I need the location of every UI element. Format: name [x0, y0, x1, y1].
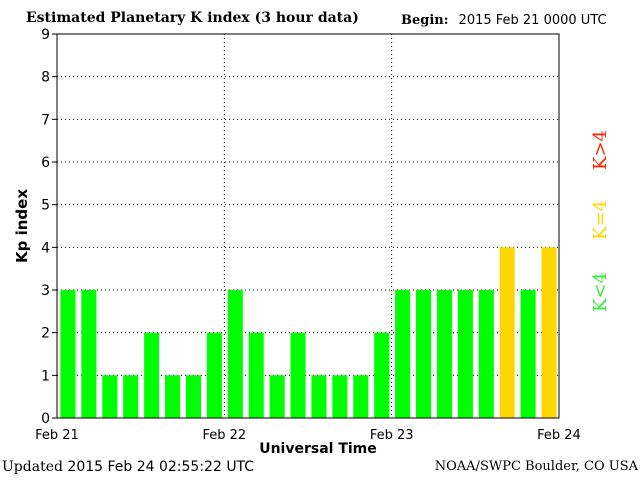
updated-label: Updated: [2, 459, 63, 475]
kp-bar: [520, 290, 536, 418]
kp-bar: [353, 375, 369, 418]
kp-bar: [165, 375, 181, 418]
kp-bar: [206, 332, 222, 418]
kp-bar: [123, 375, 139, 418]
kp-bar: [60, 290, 76, 418]
y-tick-label: 6: [41, 155, 50, 171]
kp-bar: [81, 290, 97, 418]
source-credit: NOAA/SWPC Boulder, CO USA: [434, 459, 638, 474]
begin-label: Begin:: [401, 13, 449, 28]
y-tick-label: 3: [41, 283, 50, 299]
x-tick-label: Feb 24: [537, 428, 581, 443]
kp-bar: [541, 247, 557, 418]
kp-bar: [311, 375, 327, 418]
y-tick-label: 0: [41, 411, 50, 427]
plot-frame: [56, 33, 560, 419]
y-tick-label: 7: [41, 112, 50, 128]
kp-bar: [478, 290, 494, 418]
kp-bar: [290, 332, 306, 418]
legend-k-equal-4: K=4: [590, 200, 611, 240]
kp-bar: [248, 332, 264, 418]
kp-bar: [395, 290, 411, 418]
kp-bar: [499, 247, 515, 418]
y-tick-label: 9: [41, 27, 50, 43]
updated-value: 2015 Feb 24 02:55:22 UTC: [67, 459, 255, 475]
y-tick-label: 8: [41, 70, 50, 86]
kp-bar: [144, 332, 160, 418]
kp-bar: [102, 375, 118, 418]
x-tick-label: Feb 22: [202, 428, 246, 443]
kp-bar: [227, 290, 243, 418]
x-tick-label: Feb 21: [35, 428, 79, 443]
x-axis-label: Universal Time: [259, 441, 377, 457]
kp-bar: [374, 332, 390, 418]
begin-value: 2015 Feb 21 0000 UTC: [458, 13, 607, 28]
legend-k-greater-4: K>4: [590, 130, 611, 170]
x-tick-label: Feb 23: [370, 428, 414, 443]
legend-k-less-4: K<4: [590, 272, 611, 312]
kp-bar: [416, 290, 432, 418]
y-tick-label: 2: [41, 326, 50, 342]
kp-bar: [185, 375, 201, 418]
kp-bar: [332, 375, 348, 418]
chart-title: Estimated Planetary K index (3 hour data…: [26, 10, 359, 26]
y-tick-label: 4: [41, 240, 50, 256]
kp-bar: [457, 290, 473, 418]
updated-time: Updated 2015 Feb 24 02:55:22 UTC: [2, 459, 254, 475]
y-axis-label: Kp index: [13, 189, 31, 263]
kp-bar: [436, 290, 452, 418]
begin-time: Begin: 2015 Feb 21 0000 UTC: [401, 13, 607, 28]
y-tick-label: 5: [41, 198, 50, 214]
kp-bar: [269, 375, 285, 418]
y-tick-label: 1: [41, 368, 50, 384]
